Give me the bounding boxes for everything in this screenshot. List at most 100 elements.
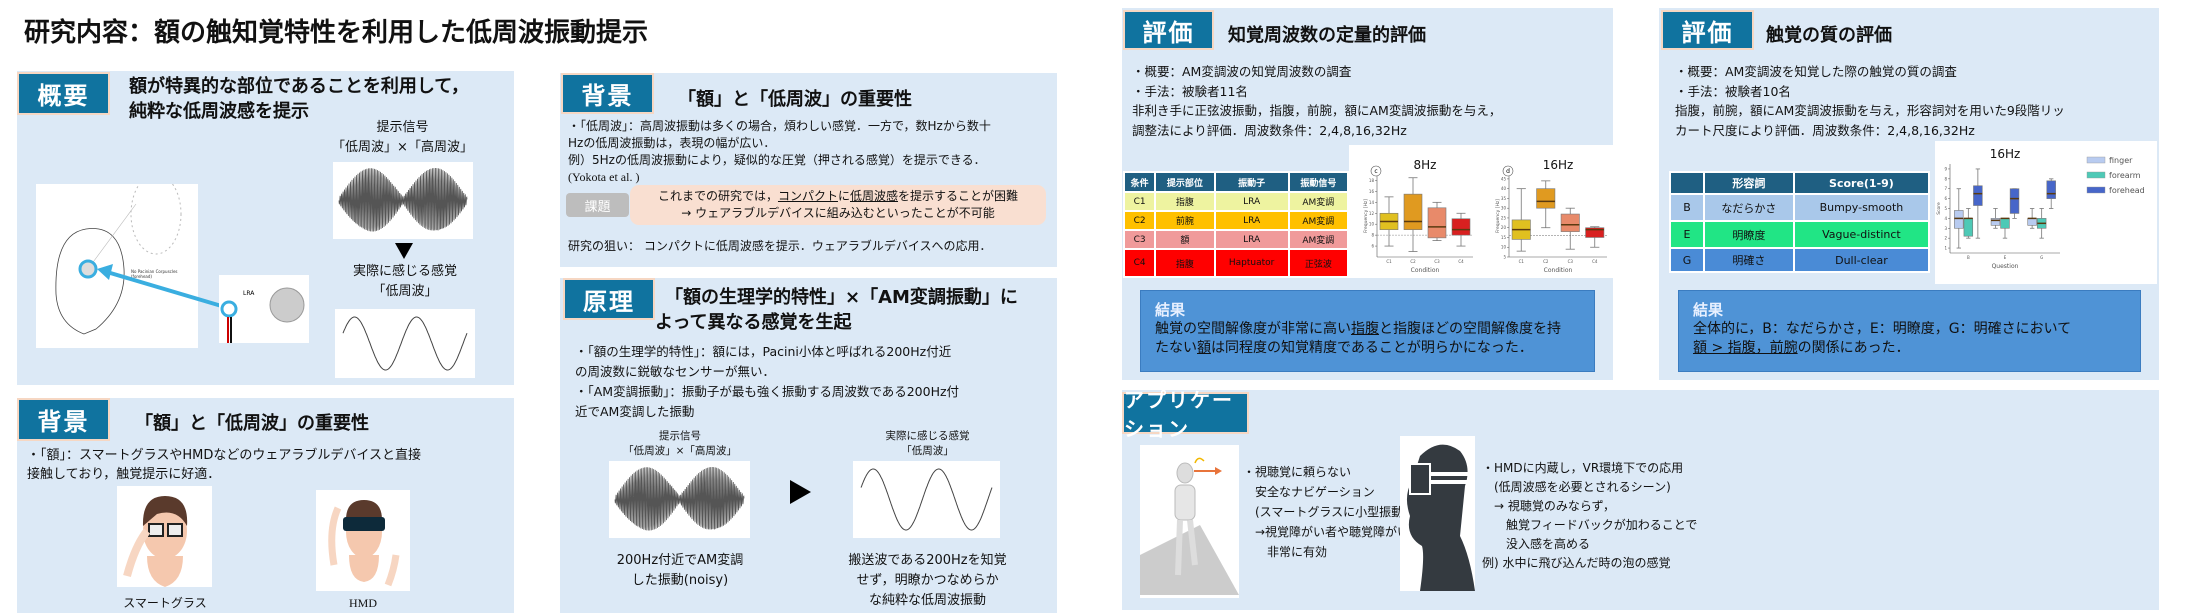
legend-label: forehead — [2109, 186, 2145, 195]
application-panel — [1122, 390, 2159, 610]
table-header: 振動信号 — [1287, 171, 1350, 193]
table-header-row: 条件 提示部位 振動子 振動信号 — [1122, 171, 1350, 193]
y-tick-label: 7 — [1944, 186, 1947, 191]
background-text: ・「低周波」：高周波振動は多くの場合，煩わしい感覚．一方で，数Hzから数十 Hz… — [568, 118, 991, 186]
text-line: 調整法により評価．周波数条件：2,4,8,16,32Hz — [1132, 122, 1407, 138]
y-axis-label: Score — [1936, 202, 1942, 215]
caption-line: した振動(noisy) — [631, 573, 729, 588]
table-cell: C3 — [1122, 229, 1157, 250]
text-line: ・手法：被験者11名 — [1132, 83, 1248, 99]
result-text: は同程度の知覚精度であることが明らかになった． — [1211, 340, 1533, 356]
y-tick-label: 8 — [1371, 233, 1374, 238]
hmd-caption: HMD — [348, 596, 377, 610]
eval2-text: ・概要：AM変調波を知覚した際の触覚の質の調査 ・手法：被験者10名 指腹，前腕… — [1675, 62, 2065, 140]
table-row: B なだらかさ Bumpy-smooth — [1669, 193, 1931, 222]
box — [1954, 210, 1964, 229]
table-cell: 正弦波 — [1287, 248, 1350, 278]
y-tick-label: 10 — [1369, 222, 1375, 227]
application-right-text: ・HMDに内蔵し，VR環境下での応用 (低周波感を必要とされるシーン) → 視聴… — [1482, 459, 1697, 573]
table-cell: Bumpy-smooth — [1792, 193, 1931, 222]
y-tick-label: 25 — [1501, 215, 1507, 220]
result-line: 触覚の空間解像度が非常に高い指腹と指腹ほどの空間解像度を持 — [1155, 320, 1580, 339]
table-header: 条件 — [1122, 171, 1157, 193]
y-tick-label: 15 — [1501, 235, 1507, 240]
eval1-heading: 知覚周波数の定量的評価 — [1228, 25, 1426, 46]
table-header: 形容詞 — [1703, 171, 1795, 195]
table-cell: 明瞭度 — [1703, 220, 1795, 249]
table-cell: 明確さ — [1703, 247, 1795, 273]
citation: (Yokota et al. ) — [568, 170, 640, 184]
box — [1973, 185, 1983, 206]
right-arrow-icon — [790, 480, 811, 504]
result-line: たない額は同程度の知覚精度であることが明らかになった． — [1155, 339, 1580, 358]
y-tick-label: 20 — [1501, 225, 1507, 230]
box — [1963, 218, 1974, 237]
table-header: 振動子 — [1213, 171, 1290, 193]
box — [1990, 218, 2001, 226]
issue-box: これまでの研究では，コンパクトに低周波感を提示することが困難 → ウェアラブルデ… — [630, 185, 1046, 225]
table-cell: B — [1669, 193, 1705, 222]
table-cell: C2 — [1122, 210, 1157, 231]
text-line: ・「低周波」：高周波振動は多くの場合，煩わしい感覚．一方で，数Hzから数十 — [568, 119, 991, 133]
table-header: Score(1-9) — [1792, 171, 1931, 195]
research-aim: 研究の狙い： コンパクトに低周波感を提示．ウェアラブルデバイスへの応用． — [568, 239, 992, 253]
box — [1536, 188, 1556, 209]
smartglass-illustration — [117, 486, 212, 587]
text-line: ・視聴覚に頼らない — [1243, 465, 1352, 479]
text-line: 近でAM変調した振動 — [575, 404, 695, 419]
issue-text: これまでの研究では， — [657, 189, 778, 203]
issue-line: → ウェアラブルデバイスに組み込むといったことが不可能 — [681, 206, 995, 220]
y-tick-label: 12 — [1369, 211, 1375, 216]
box — [1560, 213, 1580, 232]
panel-label-circle — [1502, 165, 1514, 177]
principle-perceived-label: 実際に感じる感覚 「低周波」 — [855, 429, 1000, 459]
lra-text: LRA — [243, 290, 255, 297]
sine-wave-path — [342, 316, 468, 371]
y-tick-label: 3 — [1944, 226, 1947, 231]
box — [2000, 218, 2010, 229]
text-line: ・手法：被験者10名 — [1675, 83, 1791, 99]
x-tick-label: C4 — [1592, 259, 1598, 264]
x-tick-label: G — [2040, 255, 2043, 260]
y-tick-label: 6 — [1371, 244, 1374, 249]
text-line: 非利き手に正弦波振動，指腹，前腕，額にAM変調波振動を与え， — [1132, 103, 1502, 118]
table-cell: LRA — [1213, 229, 1290, 250]
caption-line: 搬送波である200Hzを知覚 — [848, 553, 1007, 568]
result-emphasis: 額 — [1197, 340, 1211, 356]
background-badge: 背景 — [17, 398, 110, 441]
hmd-illustration — [316, 490, 410, 591]
text-line: ・HMDに内蔵し，VR環境下での応用 — [1482, 461, 1684, 475]
text-line: 指腹，前腕，額にAM変調波振動を与え，形容詞対を用いた9段階リッ — [1675, 103, 2065, 118]
x-axis-label: Question — [1992, 263, 2019, 270]
plot-title: 8Hz — [1414, 158, 1437, 172]
text-line: Hzの低周波振動は，表現の幅が広い． — [568, 136, 776, 150]
corpuscles-text: No Pacinian Corpuscles — [131, 269, 178, 274]
legend-label: forearm — [2109, 171, 2141, 180]
label-line: 「低周波」×「高周波」 — [332, 140, 473, 155]
table-cell: 指腹 — [1154, 191, 1216, 212]
table-cell: なだらかさ — [1703, 193, 1795, 222]
y-tick-label: 40 — [1501, 186, 1507, 191]
table-row: C3 額 LRA AM変調 — [1122, 229, 1350, 250]
eval1-result-box: 結果 触覚の空間解像度が非常に高い指腹と指腹ほどの空間解像度を持 たない額は同程… — [1140, 290, 1595, 372]
legend-swatch — [2086, 171, 2106, 179]
principle-heading: 「額の生理学的特性」×「AM変調振動」に よって異なる感覚を生起 — [655, 285, 1018, 335]
heading-line: 「額の生理学的特性」×「AM変調振動」に — [665, 287, 1018, 308]
box — [1427, 207, 1447, 239]
background-heading: 「額」と「低周波」の重要性 — [135, 413, 369, 434]
application-badge: アプリケーション — [1122, 388, 1249, 441]
x-tick-label: C4 — [1458, 259, 1464, 264]
text-line: の周波数に鋭敏なセンサーが無い． — [575, 364, 776, 379]
plot-title: 16Hz — [1990, 147, 2021, 161]
y-axis-label: Frequency [Hz] — [1495, 199, 1501, 233]
y-tick-label: 4 — [1944, 216, 1947, 221]
text-line: 例）5Hzの低周波振動により，疑似的な圧覚（押される感覚）を提示できる． — [568, 153, 986, 167]
table-row: C1 指腹 LRA AM変調 — [1122, 191, 1350, 212]
hmd-user-illustration — [1400, 436, 1475, 591]
y-tick-label: 45 — [1501, 176, 1507, 181]
table-cell: C1 — [1122, 191, 1157, 212]
issue-emphasis: コンパクト — [777, 189, 838, 203]
y-tick-label: 16 — [1369, 189, 1375, 194]
plot-title: 16Hz — [1543, 158, 1574, 172]
table-header — [1669, 171, 1705, 195]
